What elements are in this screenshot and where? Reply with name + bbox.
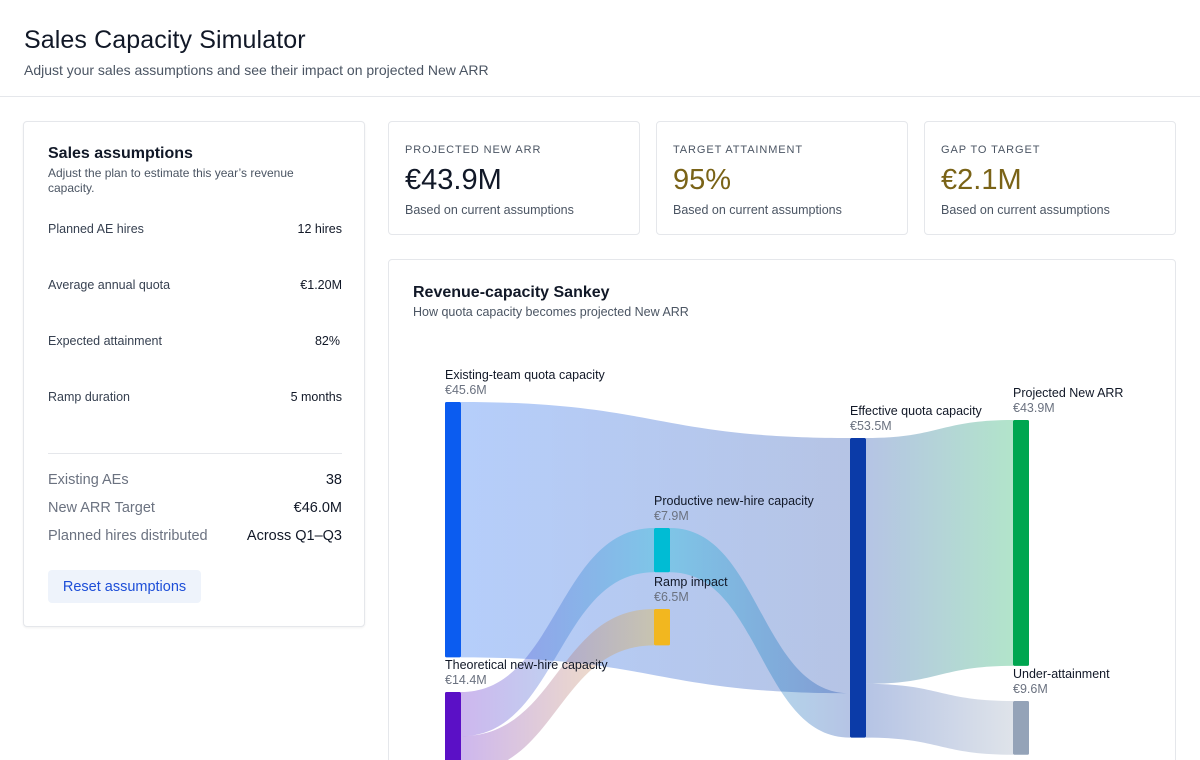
- sankey-node-label-theoretical: Theoretical new-hire capacity: [445, 658, 608, 672]
- sankey-subtitle: How quota capacity becomes projected New…: [413, 305, 689, 319]
- kpi-note: Based on current assumptions: [941, 203, 1110, 217]
- sankey-link-theoretical-to-ramp: [461, 609, 654, 760]
- kpi-value: €43.9M: [405, 164, 502, 196]
- sankey-node-label-projected: Projected New ARR: [1013, 386, 1123, 400]
- reset-assumptions-button[interactable]: Reset assumptions: [48, 570, 201, 603]
- input-label: Planned AE hires: [48, 222, 144, 236]
- kpi-target-attainment: TARGET ATTAINMENT 95% Based on current a…: [656, 121, 908, 235]
- divider: [48, 453, 342, 454]
- fact-value: 38: [325, 472, 342, 488]
- fact-value: €46.0M: [293, 500, 342, 516]
- sankey-node-value-theoretical: €14.4M: [445, 673, 487, 687]
- sankey-diagram: Existing-team quota capacity€45.6M Theore…: [445, 368, 1123, 760]
- kpi-label: TARGET ATTAINMENT: [673, 144, 803, 156]
- input-value: 5 months: [290, 390, 342, 404]
- input-ramp-duration[interactable]: Ramp duration 5 months: [48, 390, 342, 404]
- sankey-node-value-under: €9.6M: [1013, 682, 1048, 696]
- fact-planned-hires-distributed: Planned hires distributed Across Q1–Q3: [48, 528, 342, 544]
- sankey-node-value-ramp: €6.5M: [654, 590, 689, 604]
- page-subtitle: Adjust your sales assumptions and see th…: [24, 62, 489, 78]
- kpi-value: 95%: [673, 164, 732, 196]
- panel-title: Sales assumptions: [48, 145, 193, 162]
- sankey-node-effective[interactable]: [850, 438, 866, 738]
- kpi-gap-to-target: GAP TO TARGET €2.1M Based on current ass…: [924, 121, 1176, 235]
- sales-assumptions-panel: Sales assumptions Adjust the plan to est…: [23, 121, 365, 627]
- input-value: 12 hires: [297, 222, 342, 236]
- sankey-node-label-ramp: Ramp impact: [654, 575, 728, 589]
- input-average-annual-quota[interactable]: Average annual quota €1.20M: [48, 278, 342, 292]
- sankey-node-ramp[interactable]: [654, 609, 670, 646]
- sankey-node-projected[interactable]: [1013, 420, 1029, 666]
- fact-new-arr-target: New ARR Target €46.0M: [48, 500, 342, 516]
- sankey-node-value-existing: €45.6M: [445, 383, 487, 397]
- sankey-title: Revenue-capacity Sankey: [413, 284, 610, 301]
- sankey-node-label-productive: Productive new-hire capacity: [654, 494, 815, 508]
- sankey-node-existing[interactable]: [445, 402, 461, 658]
- kpi-note: Based on current assumptions: [673, 203, 842, 217]
- sankey-node-theoretical[interactable]: [445, 692, 461, 760]
- fact-value: Across Q1–Q3: [246, 528, 342, 544]
- page-header: Sales Capacity Simulator Adjust your sal…: [0, 0, 1200, 97]
- sankey-node-value-productive: €7.9M: [654, 509, 689, 523]
- sankey-node-value-projected: €43.9M: [1013, 401, 1055, 415]
- kpi-projected-new-arr: PROJECTED NEW ARR €43.9M Based on curren…: [388, 121, 640, 235]
- sankey-node-label-existing: Existing-team quota capacity: [445, 368, 606, 382]
- sankey-node-productive[interactable]: [654, 528, 670, 573]
- input-expected-attainment[interactable]: Expected attainment 82%: [48, 334, 342, 348]
- kpi-label: PROJECTED NEW ARR: [405, 144, 542, 156]
- panel-description: Adjust the plan to estimate this year’s …: [48, 166, 294, 195]
- sankey-node-label-under: Under-attainment: [1013, 667, 1110, 681]
- input-value: €1.20M: [300, 278, 342, 292]
- sankey-link-theoretical-to-productive: [461, 528, 654, 737]
- sankey-card: Revenue-capacity Sankey How quota capaci…: [388, 259, 1176, 760]
- kpi-note: Based on current assumptions: [405, 203, 574, 217]
- sankey-link-productive-to-effective: [670, 528, 850, 738]
- input-value: 82%: [314, 334, 340, 348]
- sankey-node-value-effective: €53.5M: [850, 419, 892, 433]
- fact-label: New ARR Target: [48, 500, 155, 516]
- fact-label: Planned hires distributed: [48, 528, 208, 544]
- kpi-value: €2.1M: [941, 164, 1022, 196]
- kpi-label: GAP TO TARGET: [941, 144, 1041, 156]
- input-label: Expected attainment: [48, 334, 162, 348]
- input-planned-ae-hires[interactable]: Planned AE hires 12 hires: [48, 222, 342, 236]
- sankey-node-under[interactable]: [1013, 701, 1029, 755]
- sankey-link-effective-to-projected: [866, 420, 1013, 684]
- input-label: Ramp duration: [48, 390, 130, 404]
- fact-label: Existing AEs: [48, 472, 129, 488]
- sankey-link-effective-to-under: [866, 683, 1013, 755]
- input-label: Average annual quota: [48, 278, 171, 292]
- sankey-node-label-effective: Effective quota capacity: [850, 404, 983, 418]
- fact-existing-aes: Existing AEs 38: [48, 472, 342, 488]
- page-title: Sales Capacity Simulator: [24, 26, 306, 54]
